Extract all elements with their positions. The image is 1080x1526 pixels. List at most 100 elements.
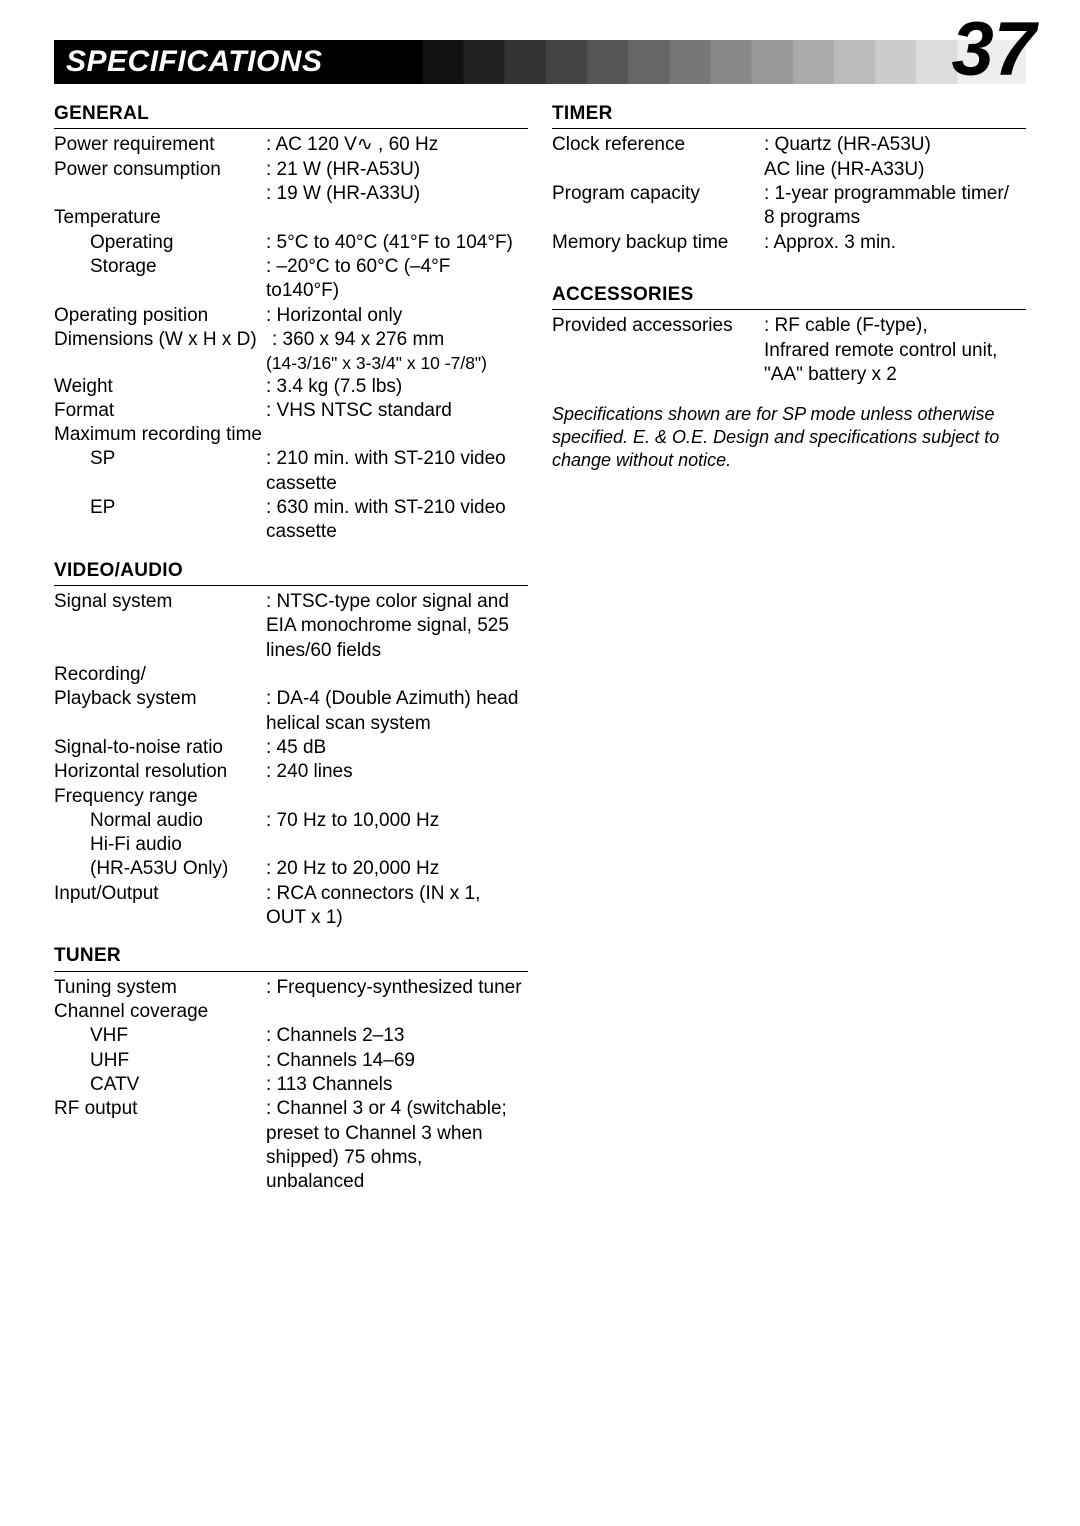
spec-row: Dimensions (W x H x D) : 360 x 94 x 276 … [54, 328, 528, 352]
spec-value: 8 programs [764, 206, 1026, 230]
spec-row: (HR-A53U Only) : 20 Hz to 20,000 Hz [54, 857, 528, 881]
spec-value: unbalanced [266, 1170, 528, 1194]
spec-row: Memory backup time : Approx. 3 min. [552, 231, 1026, 255]
spec-label: UHF [54, 1049, 266, 1073]
content-columns: GENERAL Power requirement : AC 120 V∿ , … [54, 102, 1026, 1195]
section-title-timer: TIMER [552, 102, 1026, 129]
spec-value [266, 833, 528, 857]
spec-value: (14-3/16" x 3-3/4" x 10 -7/8") [266, 352, 528, 374]
spec-label: Input/Output [54, 882, 266, 906]
spec-label: Power requirement [54, 133, 266, 157]
spec-row: Provided accessories : RF cable (F-type)… [552, 314, 1026, 338]
spec-row: CATV : 113 Channels [54, 1073, 528, 1097]
spec-label: RF output [54, 1097, 266, 1121]
spec-value: : 20 Hz to 20,000 Hz [266, 857, 528, 881]
gradient-decoration [340, 40, 1026, 84]
spec-label [552, 363, 764, 387]
spec-row: Temperature [54, 206, 528, 230]
spec-row: Storage : –20°C to 60°C (–4°F to140°F) [54, 255, 528, 304]
spec-row: Power consumption : 21 W (HR-A53U) [54, 158, 528, 182]
spec-row: Tuning system : Frequency-synthesized tu… [54, 976, 528, 1000]
spec-label: Memory backup time [552, 231, 764, 255]
spec-value: : 70 Hz to 10,000 Hz [266, 809, 528, 833]
spec-label [552, 206, 764, 230]
spec-label: Signal-to-noise ratio [54, 736, 266, 760]
spec-value: : 21 W (HR-A53U) [266, 158, 528, 182]
spec-row: unbalanced [54, 1170, 528, 1194]
spec-value: cassette [266, 472, 528, 496]
spec-label: Clock reference [552, 133, 764, 157]
spec-label: Signal system [54, 590, 266, 614]
spec-label: Hi-Fi audio [54, 833, 266, 857]
spec-value: AC line (HR-A33U) [764, 158, 1026, 182]
page-title: SPECIFICATIONS [66, 45, 322, 79]
spec-row: Weight : 3.4 kg (7.5 lbs) [54, 375, 528, 399]
section-title-video-audio: VIDEO/AUDIO [54, 559, 528, 586]
spec-value: : 210 min. with ST-210 video [266, 447, 528, 471]
spec-value: : Horizontal only [266, 304, 528, 328]
spec-row: preset to Channel 3 when [54, 1122, 528, 1146]
spec-label: Program capacity [552, 182, 764, 206]
spec-row: "AA" battery x 2 [552, 363, 1026, 387]
spec-value: : 360 x 94 x 276 mm [272, 328, 528, 352]
spec-label: Tuning system [54, 976, 266, 1000]
spec-row: OUT x 1) [54, 906, 528, 930]
spec-row: Power requirement : AC 120 V∿ , 60 Hz [54, 133, 528, 157]
spec-label [54, 352, 266, 374]
spec-label: Provided accessories [552, 314, 764, 338]
spec-row: Program capacity : 1-year programmable t… [552, 182, 1026, 206]
spec-row: SP : 210 min. with ST-210 video [54, 447, 528, 471]
spec-label [54, 614, 266, 638]
spec-row: : 19 W (HR-A33U) [54, 182, 528, 206]
left-column: GENERAL Power requirement : AC 120 V∿ , … [54, 102, 528, 1195]
spec-row: Clock reference : Quartz (HR-A53U) [552, 133, 1026, 157]
section-title-accessories: ACCESSORIES [552, 283, 1026, 310]
section-title-general: GENERAL [54, 102, 528, 129]
spec-row: 8 programs [552, 206, 1026, 230]
spec-value: : 19 W (HR-A33U) [266, 182, 528, 206]
spec-row: Signal system : NTSC-type color signal a… [54, 590, 528, 614]
spec-row: EIA monochrome signal, 525 [54, 614, 528, 638]
spec-label [54, 520, 266, 544]
spec-label: EP [54, 496, 266, 520]
spec-label: CATV [54, 1073, 266, 1097]
spec-value: shipped) 75 ohms, [266, 1146, 528, 1170]
spec-value: : –20°C to 60°C (–4°F to140°F) [266, 255, 528, 304]
spec-row: Horizontal resolution : 240 lines [54, 760, 528, 784]
spec-value: : 3.4 kg (7.5 lbs) [266, 375, 528, 399]
spec-value: : Frequency-synthesized tuner [266, 976, 528, 1000]
spec-value: : DA-4 (Double Azimuth) head [266, 687, 528, 711]
page-number: 37 [951, 12, 1036, 88]
spec-label: Power consumption [54, 158, 266, 182]
spec-value: "AA" battery x 2 [764, 363, 1026, 387]
spec-value: Infrared remote control unit, [764, 339, 1026, 363]
spec-row: Input/Output : RCA connectors (IN x 1, [54, 882, 528, 906]
spec-label: Maximum recording time [54, 423, 262, 447]
spec-value: EIA monochrome signal, 525 [266, 614, 528, 638]
spec-value: : 5°C to 40°C (41°F to 104°F) [266, 231, 528, 255]
spec-label [54, 182, 266, 206]
spec-value [266, 663, 528, 687]
spec-label: SP [54, 447, 266, 471]
spec-value: : Channels 2–13 [266, 1024, 528, 1048]
spec-row: Recording/ [54, 663, 528, 687]
spec-label: Format [54, 399, 266, 423]
spec-label: Temperature [54, 206, 266, 230]
spec-value [266, 785, 528, 809]
spec-value: preset to Channel 3 when [266, 1122, 528, 1146]
spec-value: : Channel 3 or 4 (switchable; [266, 1097, 528, 1121]
spec-label [54, 906, 266, 930]
spec-row: cassette [54, 472, 528, 496]
spec-label: Playback system [54, 687, 266, 711]
spec-row: Format : VHS NTSC standard [54, 399, 528, 423]
spec-row: helical scan system [54, 712, 528, 736]
section-title-tuner: TUNER [54, 944, 528, 971]
spec-value: : VHS NTSC standard [266, 399, 528, 423]
footnote: Specifications shown are for SP mode unl… [552, 403, 1026, 472]
spec-label [54, 1170, 266, 1194]
spec-row: Playback system : DA-4 (Double Azimuth) … [54, 687, 528, 711]
spec-row: Operating : 5°C to 40°C (41°F to 104°F) [54, 231, 528, 255]
spec-label: Horizontal resolution [54, 760, 266, 784]
spec-label: Storage [54, 255, 266, 304]
spec-value: OUT x 1) [266, 906, 528, 930]
